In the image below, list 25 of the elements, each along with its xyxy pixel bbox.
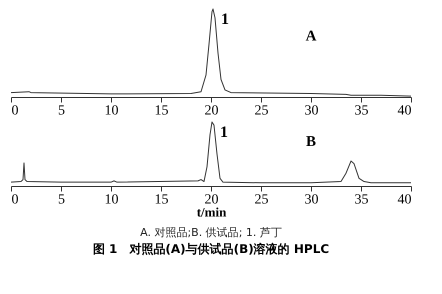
x-tick-label: 0 [12, 104, 18, 118]
caption: 图 1 对照品(A)与供试品(B)溶液的 HPLC [92, 242, 330, 256]
x-tick-label: 35 [354, 192, 368, 208]
x-tick-label: 15 [154, 192, 168, 208]
x-tick-label: 10 [104, 104, 118, 118]
x-tick-label: 15 [154, 104, 168, 118]
x-tick-label: 0 [12, 192, 18, 208]
annotation: 1 [221, 11, 229, 28]
x-tick-label: 30 [304, 192, 318, 208]
x-tick-label: 5 [58, 104, 65, 118]
text: A. 对照品;B. 供试品; 1. 芦丁 [140, 226, 282, 239]
x-tick-label: 20 [204, 192, 218, 208]
x-tick-label: 25 [254, 192, 268, 208]
x-tick-label: 40 [398, 192, 412, 208]
annotation: B [306, 134, 316, 150]
x-tick-label: 25 [254, 104, 268, 118]
x-tick-label: 10 [104, 192, 118, 208]
annotation: A [306, 28, 317, 44]
x-tick-label: 40 [398, 104, 412, 118]
x-tick-label: 20 [204, 104, 218, 118]
x-tick-label: 5 [58, 192, 65, 208]
x-tick-label: 35 [354, 104, 368, 118]
x-tick-label: 30 [304, 104, 318, 118]
x-axis-title: t/min [196, 204, 228, 220]
annotation: 1 [220, 124, 228, 141]
